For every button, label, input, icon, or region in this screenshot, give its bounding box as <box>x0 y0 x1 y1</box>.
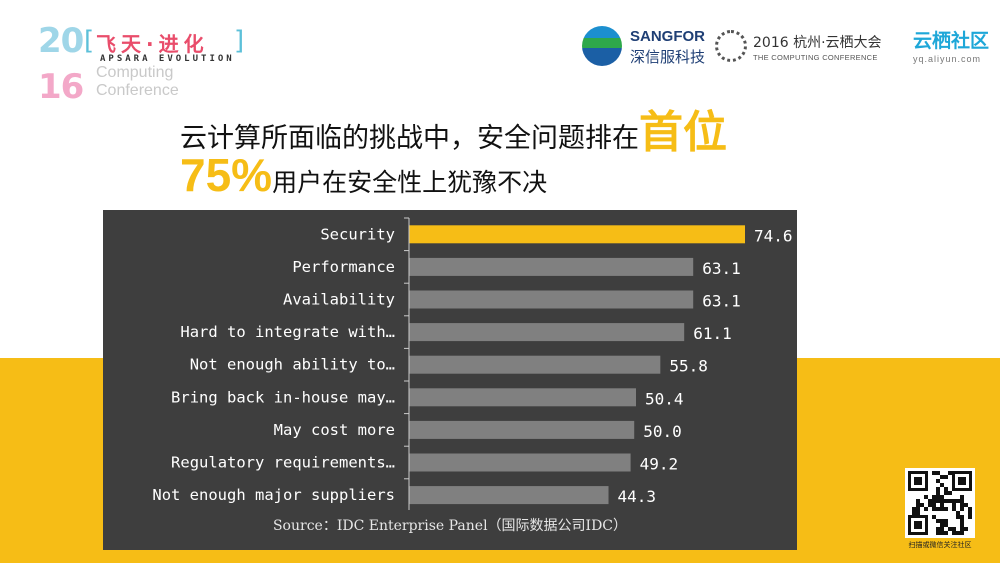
yunqi-url: yq.aliyun.com <box>913 54 982 64</box>
sangfor-globe-icon <box>582 26 622 66</box>
value-label: 49.2 <box>640 455 679 474</box>
apsara-evolution-logo: Computing Conference 20 16 [ 飞天·进化 ] APS… <box>38 21 244 107</box>
chart-source: Source：IDC Enterprise Panel（国际数据公司IDC） <box>272 518 628 534</box>
value-label: 55.8 <box>669 357 708 376</box>
bar <box>409 225 745 244</box>
bar <box>409 388 637 407</box>
category-label: Availability <box>283 291 395 309</box>
conference-title: 2016 杭州·云栖大会 <box>753 35 882 51</box>
qr-caption: 扫描或微信关注社区 <box>908 541 972 549</box>
bar-chart-panel: Security 74.6 Performance 63.1 Availability 6… <box>103 210 797 550</box>
bar-chart: Security 74.6 Performance 63.1 Availability 6… <box>152 217 793 510</box>
headline-text-2: 用户在安全性上犹豫不决 <box>272 168 548 197</box>
yunqi-community-logo: 云栖社区 yq.aliyun.com <box>913 26 989 64</box>
bar <box>409 453 631 472</box>
value-label: 63.1 <box>702 259 741 278</box>
category-label: Bring back in-house may… <box>171 388 395 406</box>
category-label: May cost more <box>274 421 395 439</box>
sangfor-name: SANGFOR <box>630 28 705 45</box>
bar <box>409 355 661 374</box>
value-label: 74.6 <box>754 226 793 245</box>
value-label: 63.1 <box>702 292 741 311</box>
sangfor-cn-name: 深信服科技 <box>630 48 706 66</box>
logo-bracket-right-icon: ] <box>234 26 245 56</box>
bar <box>409 323 685 342</box>
logo-year-top: 20 <box>38 21 84 61</box>
headline-highlight: 首位 <box>639 107 727 158</box>
conference-dots-icon <box>715 30 747 62</box>
logo-cn-title: 飞天·进化 <box>96 32 209 56</box>
headline-percentage: 75% <box>180 149 273 201</box>
logo-bracket-left-icon: [ <box>84 26 95 56</box>
logo-bg-text-2: Conference <box>96 82 179 99</box>
value-label: 50.4 <box>645 389 684 408</box>
value-label: 50.0 <box>643 422 682 441</box>
bar <box>409 290 694 309</box>
category-label: Regulatory requirements… <box>171 454 395 472</box>
bar <box>409 486 609 505</box>
qr-code-icon <box>905 468 975 538</box>
category-label: Not enough ability to… <box>190 356 395 374</box>
category-label: Not enough major suppliers <box>152 486 395 504</box>
category-label: Hard to integrate with… <box>180 323 395 341</box>
value-label: 44.3 <box>618 487 657 506</box>
headline-line-1: 云计算所面临的挑战中，安全问题排在首位 <box>180 96 727 160</box>
yunqi-cn-name: 云栖社区 <box>913 30 990 52</box>
headline-text-1: 云计算所面临的挑战中，安全问题排在 <box>180 123 639 154</box>
bar <box>409 420 635 439</box>
category-label: Security <box>320 225 395 243</box>
headline-line-2: 75%用户在安全性上犹豫不决 <box>180 148 547 202</box>
category-label: Performance <box>292 258 395 276</box>
logo-en-subtitle: APSARA EVOLUTION <box>100 54 235 64</box>
value-label: 61.1 <box>693 324 732 343</box>
bar <box>409 257 694 276</box>
logo-bg-text-1: Computing <box>96 64 174 81</box>
conference-subtitle: THE COMPUTING CONFERENCE <box>753 53 878 62</box>
logo-year-bottom: 16 <box>38 67 84 107</box>
